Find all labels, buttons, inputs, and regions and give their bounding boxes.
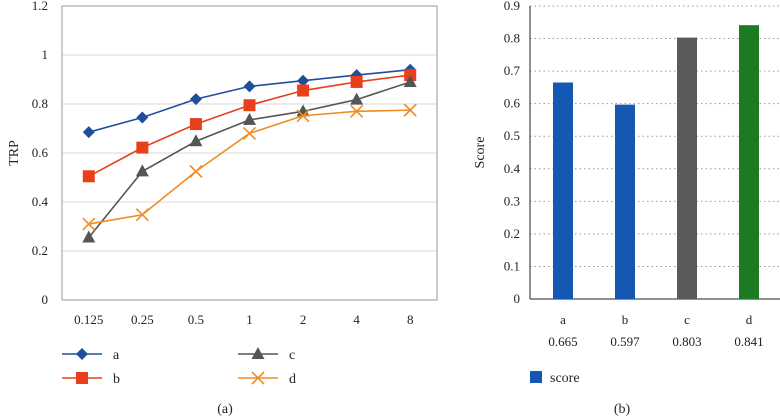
data-point-a bbox=[82, 126, 95, 139]
data-point-d bbox=[189, 164, 203, 178]
y-axis-label: TRP bbox=[7, 140, 22, 166]
x-tick-label: 0.5 bbox=[188, 312, 204, 327]
y-tick-label: 0.9 bbox=[504, 0, 520, 13]
data-point-c bbox=[350, 92, 364, 105]
data-point-b bbox=[297, 84, 310, 97]
data-point-b bbox=[189, 118, 202, 131]
series-line-d bbox=[88, 109, 411, 225]
y-tick-label: 0.2 bbox=[504, 226, 520, 241]
data-point-d-stroke bbox=[403, 103, 417, 117]
data-point-d bbox=[135, 208, 149, 222]
bar-value-label: 0.665 bbox=[548, 334, 577, 349]
plot-frame bbox=[61, 5, 438, 301]
data-point-d-stroke bbox=[242, 126, 257, 140]
data-point-d bbox=[296, 109, 310, 123]
data-point-d bbox=[350, 104, 364, 118]
data-point-a bbox=[243, 80, 256, 93]
data-point-d bbox=[82, 217, 96, 231]
legend-label: c bbox=[289, 348, 295, 363]
x-tick-label: 1 bbox=[246, 312, 253, 327]
legend-marker bbox=[251, 347, 265, 359]
x-tick-label: c bbox=[684, 312, 690, 327]
data-point-c bbox=[403, 74, 417, 87]
legend-label: a bbox=[113, 348, 120, 363]
legend-entry-b: b bbox=[62, 372, 120, 387]
bar-a bbox=[553, 82, 573, 299]
y-tick-label: 0.3 bbox=[504, 193, 520, 208]
legend-entry-score: score bbox=[530, 371, 580, 386]
data-point-a bbox=[189, 93, 202, 106]
bar-c bbox=[677, 37, 697, 299]
panel-caption-b: (b) bbox=[614, 402, 631, 417]
data-point-b bbox=[136, 141, 149, 154]
legend-marker-stroke bbox=[251, 371, 265, 385]
y-tick-label: 0.2 bbox=[32, 243, 48, 258]
data-point-d-stroke bbox=[82, 217, 96, 231]
line-chart-panel-a: 0 0.2 0.4 0.6 0.8 1 1.2 0.125 0.25 0.5 1 2 4 8 TRP ab cd bbox=[7, 0, 438, 387]
legend-label: b bbox=[113, 372, 120, 387]
y-tick-label: 0 bbox=[514, 291, 521, 306]
legend-label: score bbox=[550, 371, 580, 386]
y-tick-label: 1 bbox=[42, 47, 49, 62]
data-point-d bbox=[403, 103, 417, 117]
data-point-b bbox=[243, 99, 256, 112]
y-tick-label: 0.1 bbox=[504, 258, 520, 273]
data-point-d-stroke bbox=[350, 104, 364, 118]
x-tick-label: d bbox=[746, 312, 753, 327]
y-tick-label: 0.6 bbox=[32, 145, 49, 160]
data-point-c bbox=[82, 230, 96, 243]
data-point-b bbox=[350, 75, 363, 88]
x-tick-label: 4 bbox=[353, 312, 360, 327]
data-point-d-stroke bbox=[189, 164, 203, 178]
legend-marker bbox=[76, 348, 88, 360]
data-point-c bbox=[135, 164, 149, 177]
y-axis-label: Score bbox=[473, 137, 488, 169]
legend-label: d bbox=[289, 372, 296, 387]
legend-entry-d: d bbox=[238, 371, 296, 387]
data-point-b bbox=[82, 170, 95, 183]
legend-swatch bbox=[530, 371, 542, 383]
data-point-a bbox=[297, 74, 310, 87]
bar-value-label: 0.803 bbox=[672, 334, 701, 349]
legend-marker bbox=[76, 372, 88, 384]
data-point-a bbox=[136, 111, 149, 124]
legend-entry-c: c bbox=[238, 347, 295, 363]
bar-value-label: 0.841 bbox=[734, 334, 763, 349]
bar-d bbox=[739, 25, 759, 300]
x-tick-label: 0.25 bbox=[131, 312, 154, 327]
data-point-d bbox=[242, 126, 257, 140]
x-tick-label: b bbox=[622, 312, 629, 327]
y-tick-label: 0.4 bbox=[32, 194, 49, 209]
y-tick-label: 0 bbox=[42, 292, 49, 307]
x-tick-label: a bbox=[560, 312, 566, 327]
y-tick-label: 0.8 bbox=[504, 31, 520, 46]
y-tick-label: 0.7 bbox=[504, 63, 521, 78]
bar-b bbox=[615, 104, 635, 299]
legend-entry-a: a bbox=[62, 348, 120, 363]
x-tick-label: 0.125 bbox=[74, 312, 103, 327]
x-tick-label: 8 bbox=[407, 312, 414, 327]
y-tick-label: 1.2 bbox=[32, 0, 48, 13]
data-point-d-stroke bbox=[135, 208, 149, 222]
y-tick-label: 0.6 bbox=[504, 96, 521, 111]
bar-value-label: 0.597 bbox=[610, 334, 640, 349]
data-point-d-stroke bbox=[296, 109, 310, 123]
bar-chart-panel-b: 0 0.1 0.2 0.3 0.4 0.5 0.6 0.7 0.8 0.9 a 0.665 b 0.597… bbox=[473, 0, 780, 386]
x-tick-label: 2 bbox=[300, 312, 307, 327]
y-tick-label: 0.5 bbox=[504, 128, 520, 143]
legend-marker bbox=[251, 371, 265, 385]
data-point-c bbox=[243, 112, 256, 125]
y-tick-label: 0.4 bbox=[504, 161, 521, 176]
data-point-c bbox=[189, 134, 203, 147]
y-tick-label: 0.8 bbox=[32, 96, 48, 111]
panel-caption-a: (a) bbox=[217, 402, 233, 417]
